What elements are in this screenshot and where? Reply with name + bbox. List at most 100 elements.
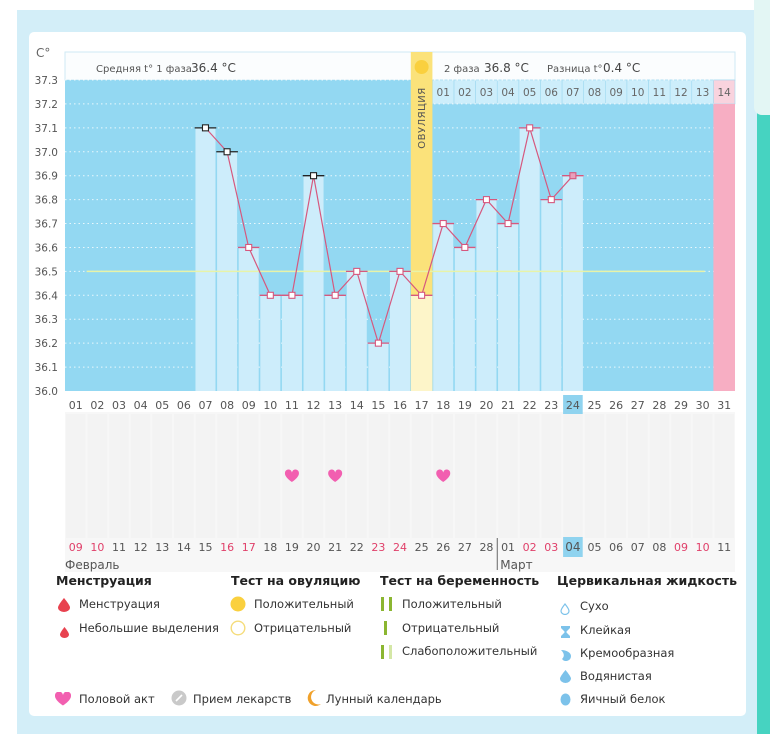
notes-cell	[606, 414, 626, 538]
side-panel-tab[interactable]	[754, 0, 770, 115]
date-label: 27	[458, 541, 472, 554]
side-panel-strip	[757, 10, 770, 734]
notes-cell	[130, 414, 151, 538]
date-label: 17	[242, 541, 256, 554]
cycle-day-label: 29	[674, 399, 688, 412]
temperature-point	[504, 219, 512, 228]
luteal-day-label: 10	[631, 87, 644, 99]
cycle-day-label: 04	[134, 399, 148, 412]
notes-cell	[411, 414, 432, 538]
ovulation-label: ОВУЛЯЦИЯ	[417, 87, 428, 149]
drop-icon	[58, 597, 70, 616]
legend-item: Отрицательный	[254, 621, 352, 635]
temperature-point	[201, 124, 210, 132]
temperature-line	[205, 125, 574, 346]
ovulation-test-positive-icon	[414, 60, 429, 74]
luteal-day-label: 11	[653, 87, 666, 99]
date-label: 08	[652, 541, 666, 554]
notes-cell	[390, 414, 410, 538]
cycle-day-label: 28	[652, 399, 666, 412]
luteal-day-label: 13	[696, 87, 709, 99]
y-tick-label: 36.5	[35, 266, 58, 278]
date-label: 21	[328, 541, 342, 554]
notes-cell	[87, 414, 108, 538]
phase-header	[64, 51, 736, 81]
luteal-day-label: 01	[437, 87, 450, 99]
luteal-day-label: 07	[566, 87, 579, 99]
legend-menstruation: Менструация	[56, 573, 152, 588]
cycle-day-label: 13	[328, 399, 342, 412]
y-tick-label: 37.0	[35, 147, 58, 159]
y-tick-label: 36.2	[35, 338, 58, 350]
temperature-bar	[498, 223, 519, 391]
notes-cell	[498, 414, 518, 538]
notes-cell	[66, 414, 86, 538]
phase1-value: 36.4 °C	[191, 61, 236, 75]
date-label: 25	[415, 541, 429, 554]
date-label: 02	[523, 541, 537, 554]
temperature-bar	[281, 295, 302, 391]
difference-value: 0.4 °C	[603, 61, 640, 75]
notes-cell	[692, 414, 713, 538]
egg-white-icon	[560, 691, 571, 710]
dates-row	[65, 538, 735, 572]
legend-item: Сухо	[580, 599, 609, 613]
notes-cell	[714, 414, 734, 538]
cycle-day-label: 10	[263, 399, 277, 412]
temperature-point	[439, 219, 447, 228]
temperature-point	[547, 196, 555, 204]
date-label: 06	[609, 541, 623, 554]
date-label: 28	[479, 541, 493, 554]
moon-icon	[306, 689, 322, 711]
faint-lines-icon	[381, 644, 395, 663]
legend-item: Слабоположительный	[402, 644, 538, 658]
luteal-day-label: 02	[458, 87, 471, 99]
date-label: 18	[263, 541, 277, 554]
intercourse-heart-icon	[436, 469, 451, 482]
temperature-point	[353, 267, 361, 275]
temperature-point	[309, 172, 318, 180]
cycle-day-label: 08	[220, 399, 234, 412]
notes-cell	[563, 414, 583, 538]
difference-label: Разница t°	[547, 64, 603, 75]
date-label: 16	[220, 541, 234, 554]
cycle-day-label: 15	[371, 399, 385, 412]
notes-cell	[217, 414, 237, 538]
temperature-bar	[325, 295, 346, 391]
date-label: 12	[134, 541, 148, 554]
temperature-bar	[476, 199, 497, 391]
cycle-day-label: 06	[177, 399, 191, 412]
temperature-point	[526, 124, 534, 132]
temperature-bar	[433, 223, 454, 391]
date-label: 11	[112, 541, 126, 554]
intercourse-heart-icon	[284, 469, 299, 482]
temperature-point	[482, 196, 491, 204]
intercourse-heart-icon	[328, 469, 343, 482]
cycle-day-label: 21	[501, 399, 515, 412]
legend-item: Отрицательный	[402, 621, 500, 635]
cycle-day-label: 23	[544, 399, 558, 412]
temperature-bar	[346, 271, 367, 391]
notes-cell	[671, 414, 691, 538]
date-label: 10	[696, 541, 710, 554]
temperature-point	[223, 148, 231, 156]
cycle-day-label: 22	[523, 399, 537, 412]
cycle-day-label: 25	[588, 399, 602, 412]
notes-cell	[476, 414, 497, 538]
date-label: 03	[544, 541, 558, 554]
y-tick-label: 36.0	[35, 386, 58, 398]
legend-pregnancy-test: Тест на беременность	[380, 573, 539, 588]
legend-item-medication: Прием лекарств	[193, 692, 292, 706]
temperature-point	[374, 339, 382, 347]
y-axis-unit: C°	[36, 46, 51, 60]
y-tick-label: 36.1	[35, 362, 58, 374]
today-cycle-highlight	[563, 395, 583, 414]
cycle-day-label: 17	[415, 399, 429, 412]
luteal-day-label: 06	[545, 87, 559, 99]
date-label: 09	[69, 541, 83, 554]
date-label: 20	[307, 541, 321, 554]
luteal-day-label: 08	[588, 87, 601, 99]
cycle-day-label: 09	[242, 399, 256, 412]
date-label: 24	[393, 541, 407, 554]
cycle-day-label: 30	[696, 399, 710, 412]
